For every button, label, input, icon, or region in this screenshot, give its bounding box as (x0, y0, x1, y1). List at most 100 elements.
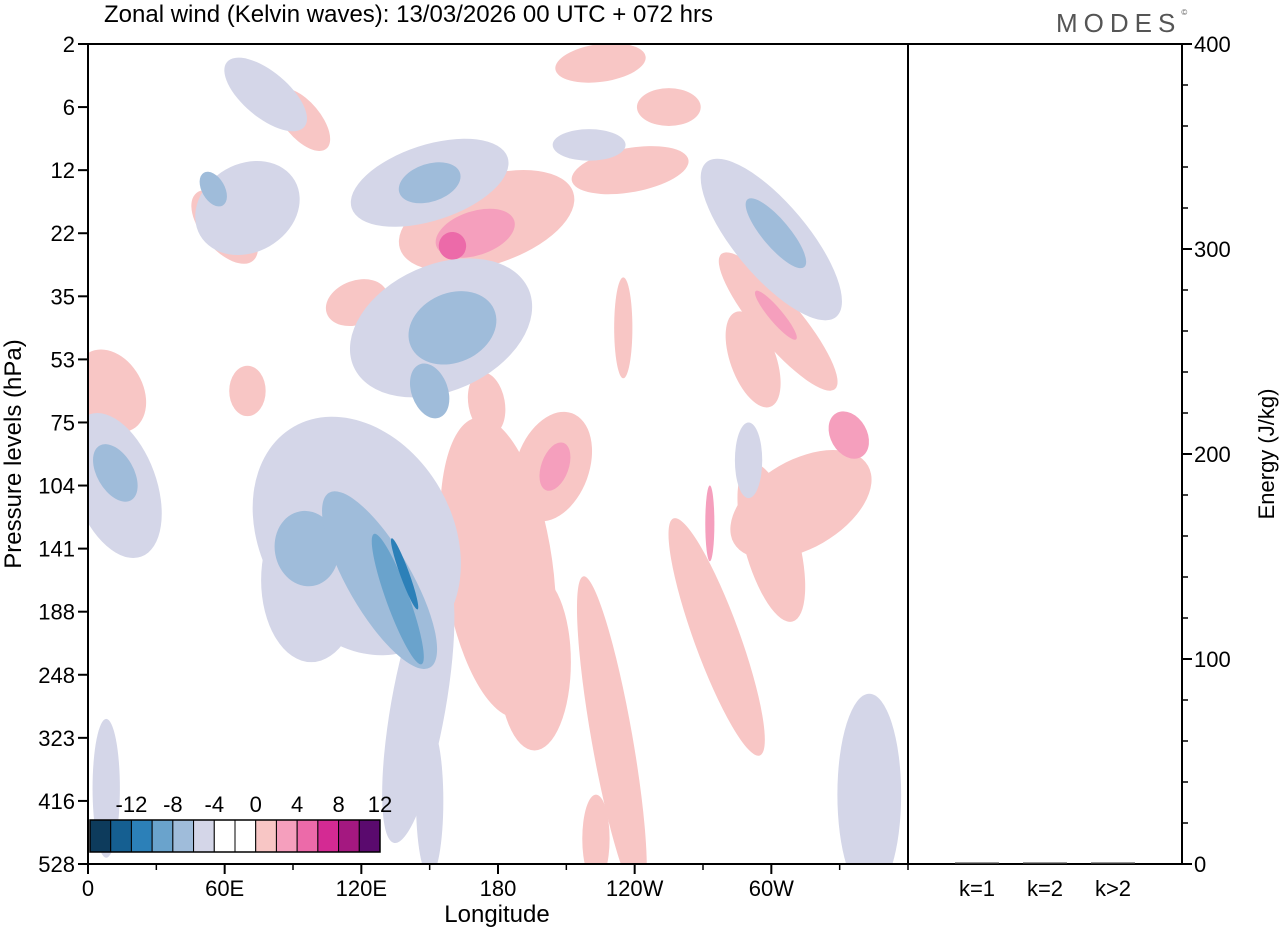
y-tick-label: 22 (51, 221, 75, 246)
longitude-axis: 0 60E 120E 180 120W 60W (82, 864, 909, 901)
colorbar-swatch (317, 819, 340, 853)
contour-region (382, 569, 455, 844)
y-tick-label: 2 (63, 32, 75, 57)
contour-region (837, 693, 902, 864)
colorbar-label: -12 (116, 792, 148, 817)
colorbar-swatch (255, 819, 277, 853)
colorbar-label: -4 (205, 792, 225, 817)
contour-region (408, 291, 497, 365)
x-tick-label: 120E (336, 876, 387, 901)
colorbar-swatch (151, 819, 174, 853)
colorbar: -12 -8 -4 0 4 8 12 (89, 792, 392, 853)
energy-category-label: k>2 (1095, 876, 1131, 901)
colorbar-swatch (110, 819, 132, 853)
energy-bars: k=1 k=2 k>2 (955, 862, 1135, 901)
contour-region (614, 277, 633, 379)
energy-axis: 0 100 200 300 400 (1182, 32, 1231, 877)
colorbar-swatch (275, 819, 298, 853)
contour-region (734, 422, 763, 499)
x-tick-label: 180 (480, 876, 517, 901)
energy-axis-label: Energy (J/kg) (1254, 389, 1279, 520)
contour-region (416, 725, 444, 864)
x-tick-label: 60E (205, 876, 244, 901)
y-tick-label: 35 (51, 284, 75, 309)
contour-region (539, 442, 571, 491)
energy-tick-label: 100 (1194, 647, 1231, 672)
contour-region (88, 349, 147, 433)
energy-category-label: k=2 (1027, 876, 1063, 901)
colorbar-swatch (234, 819, 257, 853)
x-tick-label: 60W (749, 876, 794, 901)
chart-title: Zonal wind (Kelvin waves): 13/03/2026 00… (104, 1, 713, 28)
contour-region (636, 88, 701, 126)
energy-bar (1023, 862, 1067, 864)
colorbar-label: -8 (163, 792, 183, 817)
colorbar-label: 8 (332, 792, 344, 817)
contour-region (229, 365, 266, 417)
contour-region (224, 57, 308, 132)
colorbar-swatch (213, 819, 236, 853)
contour-region (498, 573, 571, 751)
y-tick-label: 53 (51, 347, 75, 372)
colorbar-swatch (130, 819, 153, 853)
contour-region (467, 372, 506, 435)
contour-region (409, 363, 450, 419)
contour-region (199, 171, 227, 207)
y-tick-label: 323 (38, 726, 75, 751)
contour-region (745, 198, 807, 269)
contour-region (668, 518, 765, 756)
contour-region (93, 444, 138, 502)
colorbar-label: 12 (368, 792, 392, 817)
contour-region (737, 462, 806, 622)
contour-region (398, 162, 461, 204)
y-tick-label: 188 (38, 600, 75, 625)
energy-bar (955, 862, 999, 864)
contour-region (390, 538, 419, 610)
contour-region (754, 290, 797, 340)
colorbar-label: 0 (250, 792, 262, 817)
energy-tick-label: 300 (1194, 237, 1231, 262)
contour-region (576, 576, 647, 864)
colorbar-swatch (172, 819, 195, 853)
contour-region (552, 129, 626, 161)
contour-region (725, 311, 781, 408)
contour-region (371, 533, 424, 665)
brand-text: MODES (1056, 8, 1182, 38)
y-tick-label: 416 (38, 789, 75, 814)
x-tick-label: 0 (82, 876, 94, 901)
y-tick-label: 248 (38, 663, 75, 688)
contour-region (555, 44, 646, 83)
y-tick-label: 528 (38, 852, 75, 877)
x-tick-label: 120W (606, 876, 664, 901)
energy-panel: 0 100 200 300 400 k=1 k=2 k>2 Energy (J/kg) (907, 32, 1279, 901)
y-tick-label: 6 (63, 95, 75, 120)
energy-tick-label: 400 (1194, 32, 1231, 57)
colorbar-swatch (338, 819, 360, 853)
contour-region (582, 794, 610, 864)
x-axis-label: Longitude (444, 901, 549, 928)
y-tick-label: 104 (38, 474, 75, 499)
wind-anomaly-contours (88, 44, 902, 864)
energy-category-label: k=1 (959, 876, 995, 901)
heatmap-panel: 2 6 12 22 35 53 75 104 141 188 248 323 416 528 0 60E 12… (0, 32, 909, 928)
y-tick-label: 141 (38, 537, 75, 562)
y-tick-label: 12 (51, 158, 75, 183)
energy-tick-label: 0 (1194, 852, 1206, 877)
colorbar-swatch (89, 819, 112, 853)
colorbar-label: 4 (291, 792, 303, 817)
contour-region (828, 411, 869, 459)
energy-tick-label: 200 (1194, 442, 1231, 467)
pressure-axis: 2 6 12 22 35 53 75 104 141 188 248 323 416 528 (38, 32, 88, 877)
colorbar-frame (89, 819, 381, 853)
contour-region (274, 510, 339, 587)
energy-bar (1091, 862, 1135, 864)
colorbar-swatch (193, 819, 215, 853)
y-tick-label: 75 (51, 410, 75, 435)
y-axis-label: Pressure levels (hPa) (0, 339, 27, 568)
contour-region (438, 231, 467, 260)
contour-region (705, 485, 715, 562)
brand-logo: MODES© (1056, 8, 1188, 38)
colorbar-swatch (358, 819, 381, 853)
colorbar-swatch (296, 819, 319, 853)
